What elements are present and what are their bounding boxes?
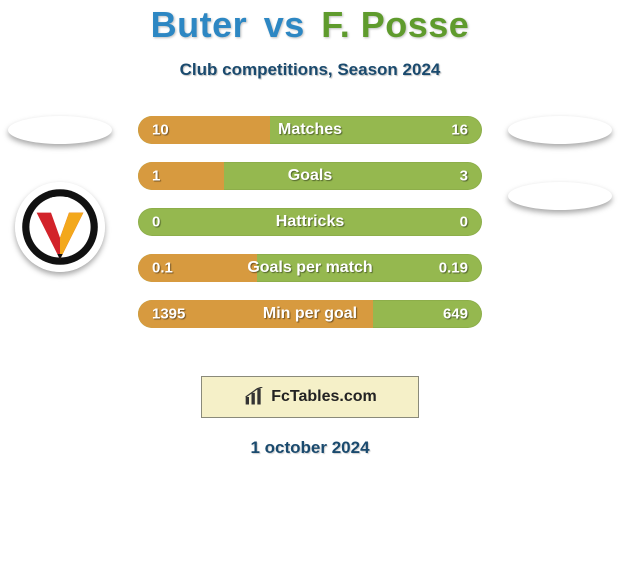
- left-badges-column: CAB: [0, 116, 120, 272]
- date-line: 1 october 2024: [0, 438, 620, 458]
- right-badges-column: [500, 116, 620, 210]
- bar-matches-left: 10: [152, 122, 169, 139]
- bar-gpm-label: Goals per match: [247, 259, 372, 277]
- player2-flag: [508, 116, 612, 144]
- bar-goals-right: 3: [460, 168, 468, 185]
- player2-club-badge: [508, 182, 612, 210]
- player1-flag: [8, 116, 112, 144]
- bar-matches-right: 16: [451, 122, 468, 139]
- player1-name: Buter: [151, 4, 248, 45]
- bar-gpm-right: 0.19: [439, 260, 468, 277]
- brand-text: FcTables.com: [271, 388, 377, 406]
- bar-hattricks-label: Hattricks: [276, 213, 344, 231]
- brand-box[interactable]: FcTables.com: [201, 376, 419, 418]
- bar-goals-fill: [138, 162, 224, 190]
- page-title: Buter vs F. Posse: [0, 4, 620, 46]
- bar-goals-left: 1: [152, 168, 160, 185]
- player1-club-badge: CAB: [15, 182, 105, 272]
- bar-goals-label: Goals: [288, 167, 332, 185]
- bar-mpg: 1395 Min per goal 649: [138, 300, 482, 328]
- bar-matches-label: Matches: [278, 121, 342, 139]
- bar-hattricks-right: 0: [460, 214, 468, 231]
- bar-mpg-right: 649: [443, 306, 468, 323]
- bar-hattricks-left: 0: [152, 214, 160, 231]
- player2-name: F. Posse: [321, 4, 469, 45]
- bar-gpm-left: 0.1: [152, 260, 173, 277]
- vs-label: vs: [264, 4, 305, 45]
- badge-cab-text: CAB: [50, 196, 70, 206]
- bar-goals: 1 Goals 3: [138, 162, 482, 190]
- bar-gpm: 0.1 Goals per match 0.19: [138, 254, 482, 282]
- bar-mpg-left: 1395: [152, 306, 185, 323]
- brand-chart-icon: [243, 387, 265, 407]
- bar-hattricks: 0 Hattricks 0: [138, 208, 482, 236]
- stat-bars: 10 Matches 16 1 Goals 3 0 Hattricks 0 0.…: [138, 116, 482, 328]
- comparison-area: CAB 10 Matches 16 1 Goals 3 0: [0, 116, 620, 356]
- bar-mpg-label: Min per goal: [263, 305, 357, 323]
- bar-matches: 10 Matches 16: [138, 116, 482, 144]
- subtitle: Club competitions, Season 2024: [0, 60, 620, 80]
- club-badge-svg: CAB: [15, 182, 105, 272]
